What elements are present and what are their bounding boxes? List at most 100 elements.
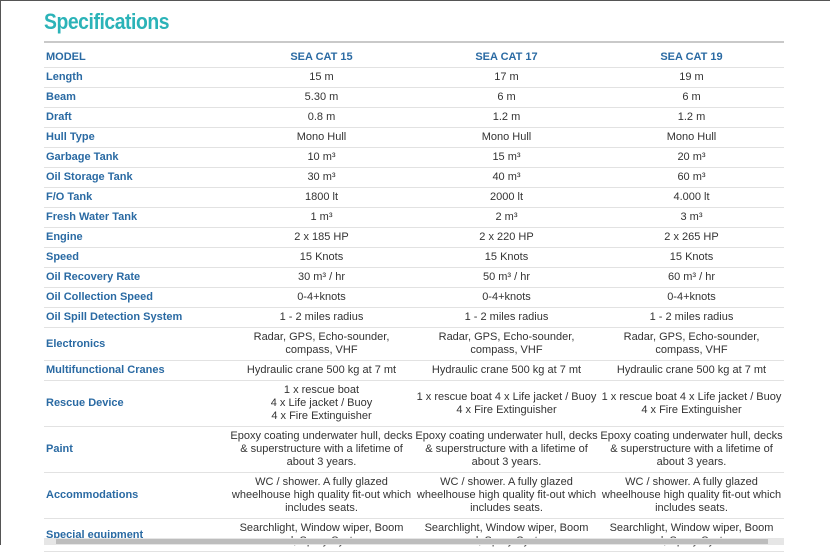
cell-value: 10 m³ <box>229 147 414 168</box>
cell-value: 1 m³ <box>229 207 414 228</box>
cell-value: 2000 lt <box>414 187 599 208</box>
cell-value: Epoxy coating underwater hull, decks & s… <box>229 426 414 473</box>
cell-value: Searchlight, Window wiper, Boom reel, Sp… <box>414 518 599 552</box>
cell-value: 30 m³ <box>229 167 414 188</box>
spec-row: Fresh Water Tank 1 m³ 2 m³ 3 m³ <box>44 207 784 228</box>
cell-value: 15 m <box>229 67 414 88</box>
cell-value: 1800 lt <box>229 187 414 208</box>
row-label: Garbage Tank <box>44 147 229 168</box>
cell-value: 0.8 m <box>229 107 414 128</box>
cell-value: Searchlight, Window wiper, Boom reel, Sp… <box>599 518 784 552</box>
title-rule <box>44 41 784 43</box>
cell-value: 1 - 2 miles radius <box>229 307 414 328</box>
cell-value: WC / shower. A fully glazed wheelhouse h… <box>414 472 599 519</box>
cell-value: 1 - 2 miles radius <box>599 307 784 328</box>
cell-value: Radar, GPS, Echo-sounder, compass, VHF <box>414 327 599 361</box>
row-label: Paint <box>44 426 229 473</box>
spec-row: Hull Type Mono Hull Mono Hull Mono Hull <box>44 127 784 148</box>
row-label: Oil Storage Tank <box>44 167 229 188</box>
row-label: Engine <box>44 227 229 248</box>
cell-value: 1 x rescue boat 4 x Life jacket / Buoy 4… <box>229 380 414 427</box>
section-title: Specifications <box>44 9 170 34</box>
cell-value: 60 m³ <box>599 167 784 188</box>
cell-value: 19 m <box>599 67 784 88</box>
cell-value: 60 m³ / hr <box>599 267 784 288</box>
cell-value: Epoxy coating underwater hull, decks & s… <box>414 426 599 473</box>
row-label: Length <box>44 67 229 88</box>
spec-row: Rescue Device 1 x rescue boat 4 x Life ja… <box>44 380 784 427</box>
cell-value: 1 x rescue boat 4 x Life jacket / Buoy 4… <box>599 380 784 427</box>
spec-row: Paint Epoxy coating underwater hull, deck… <box>44 426 784 473</box>
cell-value: 2 m³ <box>414 207 599 228</box>
cell-value: 1.2 m <box>414 107 599 128</box>
cell-value: WC / shower. A fully glazed wheelhouse h… <box>229 472 414 519</box>
spec-row: Draft 0.8 m 1.2 m 1.2 m <box>44 107 784 128</box>
cell-value: 0-4+knots <box>229 287 414 308</box>
spec-row: F/O Tank 1800 lt 2000 lt 4.000 lt <box>44 187 784 208</box>
cell-value: 2 x 220 HP <box>414 227 599 248</box>
cell-value: Epoxy coating underwater hull, decks & s… <box>599 426 784 473</box>
horizontal-scrollbar[interactable] <box>44 538 784 545</box>
row-label: Special equipment <box>44 518 229 552</box>
cell-value: SEA CAT 15 <box>229 48 414 68</box>
spec-row: Special equipment Searchlight, Window wip… <box>44 518 784 552</box>
cell-value: 15 Knots <box>229 247 414 268</box>
cell-value: Radar, GPS, Echo-sounder, compass, VHF <box>599 327 784 361</box>
row-label: Oil Spill Detection System <box>44 307 229 328</box>
cell-value: Radar, GPS, Echo-sounder, compass, VHF <box>229 327 414 361</box>
row-label: Hull Type <box>44 127 229 148</box>
cell-value: SEA CAT 17 <box>414 48 599 68</box>
spec-row: Garbage Tank 10 m³ 15 m³ 20 m³ <box>44 147 784 168</box>
row-label: Speed <box>44 247 229 268</box>
row-label: Accommodations <box>44 472 229 519</box>
spec-row: Oil Recovery Rate 30 m³ / hr 50 m³ / hr 60 … <box>44 267 784 288</box>
spec-row: Oil Storage Tank 30 m³ 40 m³ 60 m³ <box>44 167 784 188</box>
cell-value: 1.2 m <box>599 107 784 128</box>
cell-value: 30 m³ / hr <box>229 267 414 288</box>
cell-value: 50 m³ / hr <box>414 267 599 288</box>
cell-value: 15 Knots <box>414 247 599 268</box>
scroll-thumb[interactable] <box>56 539 768 544</box>
header-row: MODEL SEA CAT 15 SEA CAT 17 SEA CAT 19 <box>44 48 784 68</box>
cell-value: Searchlight, Window wiper, Boom reel, Sp… <box>229 518 414 552</box>
spec-row: Accommodations WC / shower. A fully glaze… <box>44 472 784 519</box>
cell-value: Hydraulic crane 500 kg at 7 mt <box>599 360 784 381</box>
row-label: F/O Tank <box>44 187 229 208</box>
cell-value: 4.000 lt <box>599 187 784 208</box>
cell-value: 6 m <box>414 87 599 108</box>
row-label: Oil Recovery Rate <box>44 267 229 288</box>
row-label: Fresh Water Tank <box>44 207 229 228</box>
row-label: Oil Collection Speed <box>44 287 229 308</box>
row-label: Rescue Device <box>44 380 229 427</box>
spec-row: Length 15 m 17 m 19 m <box>44 67 784 88</box>
cell-value: Mono Hull <box>229 127 414 148</box>
cell-value: Hydraulic crane 500 kg at 7 mt <box>229 360 414 381</box>
spec-row: Oil Collection Speed 0-4+knots 0-4+knots 0-… <box>44 287 784 308</box>
cell-value: 6 m <box>599 87 784 108</box>
spec-row: Engine 2 x 185 HP 2 x 220 HP 2 x 265 HP <box>44 227 784 248</box>
cell-value: 15 Knots <box>599 247 784 268</box>
cell-value: 40 m³ <box>414 167 599 188</box>
cell-value: 2 x 265 HP <box>599 227 784 248</box>
cell-value: Hydraulic crane 500 kg at 7 mt <box>414 360 599 381</box>
spec-table: MODEL SEA CAT 15 SEA CAT 17 SEA CAT 19 Lengt… <box>44 48 784 552</box>
row-label: Electronics <box>44 327 229 361</box>
cell-value: SEA CAT 19 <box>599 48 784 68</box>
cell-value: 0-4+knots <box>599 287 784 308</box>
spec-row: Electronics Radar, GPS, Echo-sounder, com… <box>44 327 784 361</box>
row-label: Draft <box>44 107 229 128</box>
cell-value: 15 m³ <box>414 147 599 168</box>
row-label: Multifunctional Cranes <box>44 360 229 381</box>
cell-value: Mono Hull <box>599 127 784 148</box>
spec-row: Oil Spill Detection System 1 - 2 miles ra… <box>44 307 784 328</box>
cell-value: 3 m³ <box>599 207 784 228</box>
spec-row: Speed 15 Knots 15 Knots 15 Knots <box>44 247 784 268</box>
spec-row: Multifunctional Cranes Hydraulic crane 50… <box>44 360 784 381</box>
cell-value: 20 m³ <box>599 147 784 168</box>
cell-value: 5.30 m <box>229 87 414 108</box>
cell-value: 2 x 185 HP <box>229 227 414 248</box>
cell-value: 17 m <box>414 67 599 88</box>
